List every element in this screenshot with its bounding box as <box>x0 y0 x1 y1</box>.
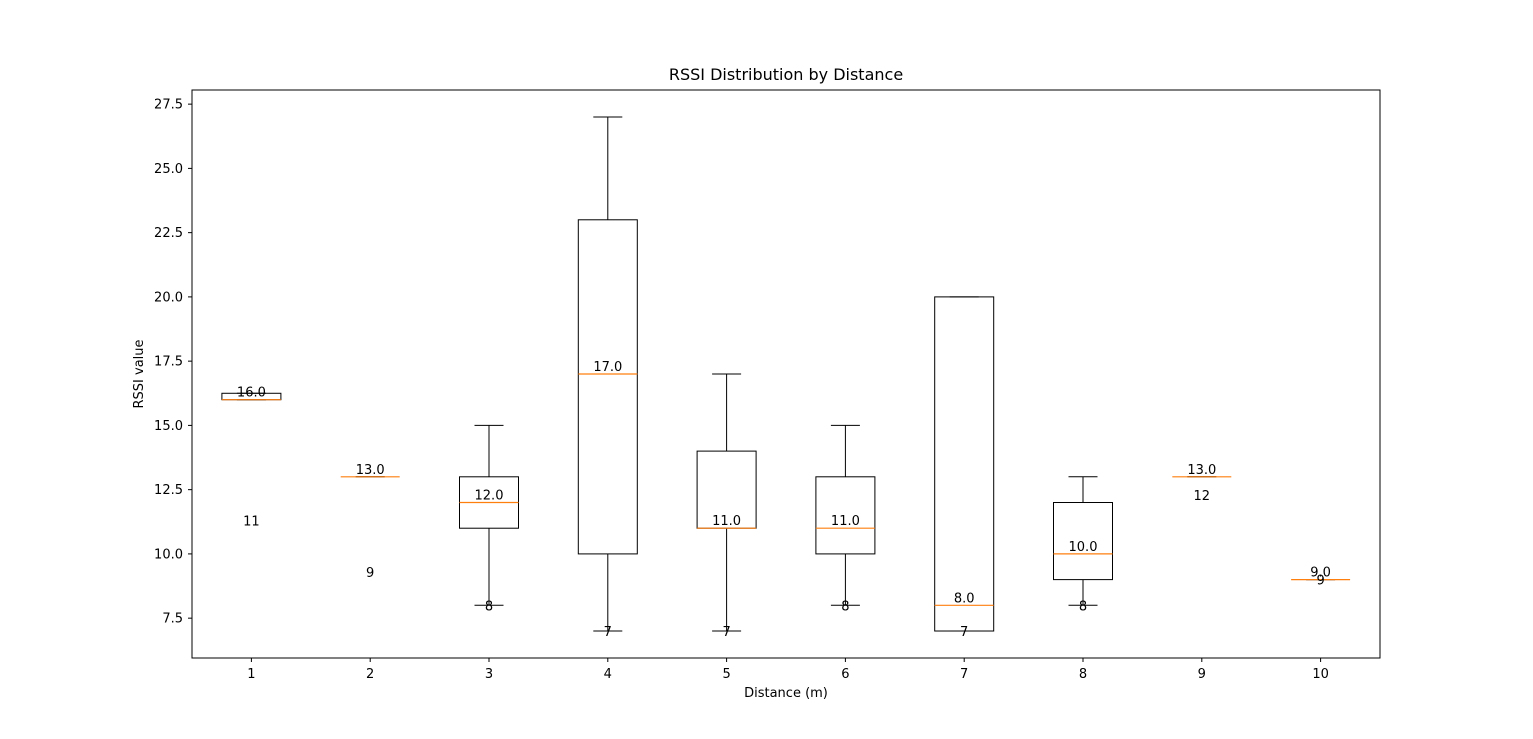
x-tick-label: 3 <box>485 667 493 682</box>
box-group-6: 11.08 <box>815 424 876 614</box>
median-label: 10.0 <box>1069 540 1098 555</box>
y-tick-label: 22.5 <box>154 226 183 241</box>
iqr-box <box>1053 502 1113 581</box>
y-tick-label: 10.0 <box>154 547 183 562</box>
box-group-3: 12.08 <box>459 424 519 614</box>
median-label: 17.0 <box>593 360 622 375</box>
y-tick-label: 27.5 <box>154 98 183 113</box>
count-label: 8 <box>485 599 493 614</box>
box-group-4: 17.07 <box>577 116 638 640</box>
plot-area: 16.01113.0912.0817.0711.0711.088.0710.08… <box>221 116 1351 640</box>
median-label: 12.0 <box>475 489 504 504</box>
count-label: 8 <box>841 599 849 614</box>
iqr-box <box>815 476 876 555</box>
x-tick-label: 7 <box>960 667 968 682</box>
iqr-box <box>934 296 995 632</box>
count-label: 11 <box>243 514 260 529</box>
x-axis-label: Distance (m) <box>744 686 828 701</box>
x-tick-label: 5 <box>722 667 730 682</box>
chart-title: RSSI Distribution by Distance <box>669 65 903 84</box>
x-tick-label: 6 <box>841 667 849 682</box>
x-tick-label: 4 <box>604 667 612 682</box>
median-label: 8.0 <box>954 591 975 606</box>
plot-frame <box>191 89 1381 659</box>
box-group-10: 9.09 <box>1291 566 1351 589</box>
median-label: 11.0 <box>831 514 860 529</box>
x-axis: 1 2 3 4 5 6 7 8 9 10 <box>247 658 1329 682</box>
box-group-1: 16.0 11 <box>221 386 282 529</box>
count-label: 9 <box>366 566 374 581</box>
count-label: 7 <box>722 625 730 640</box>
count-label: 12 <box>1194 489 1211 504</box>
iqr-box <box>577 219 638 555</box>
y-tick-label: 12.5 <box>154 483 183 498</box>
median-label: 13.0 <box>356 463 385 478</box>
y-tick-label: 17.5 <box>154 355 183 370</box>
x-tick-label: 8 <box>1079 667 1087 682</box>
count-label: 7 <box>960 625 968 640</box>
count-label: 7 <box>604 625 612 640</box>
y-tick-label: 15.0 <box>154 419 183 434</box>
median-label: 13.0 <box>1187 463 1216 478</box>
count-label: 8 <box>1079 599 1087 614</box>
median-label: 16.0 <box>237 386 266 401</box>
count-label: 9 <box>1316 574 1324 589</box>
y-tick-label: 7.5 <box>162 612 183 627</box>
x-tick-label: 2 <box>366 667 374 682</box>
box-group-7: 8.07 <box>934 296 995 640</box>
box-group-2: 13.09 <box>340 463 400 581</box>
y-tick-label: 20.0 <box>154 290 183 305</box>
box-group-8: 10.08 <box>1053 476 1113 614</box>
x-tick-label: 9 <box>1198 667 1206 682</box>
median-label: 11.0 <box>712 514 741 529</box>
box-group-9: 13.0 12 <box>1172 463 1232 504</box>
x-tick-label: 1 <box>247 667 255 682</box>
median-label: 9.0 <box>1310 566 1331 581</box>
y-tick-label: 25.0 <box>154 162 183 177</box>
y-axis: 7.5 10.0 12.5 15.0 17.5 20.0 22.5 25.0 27.5 <box>154 98 192 627</box>
x-tick-label: 10 <box>1312 667 1329 682</box>
y-axis-label: RSSI value <box>132 339 147 408</box>
box-group-5: 11.07 <box>696 373 757 640</box>
